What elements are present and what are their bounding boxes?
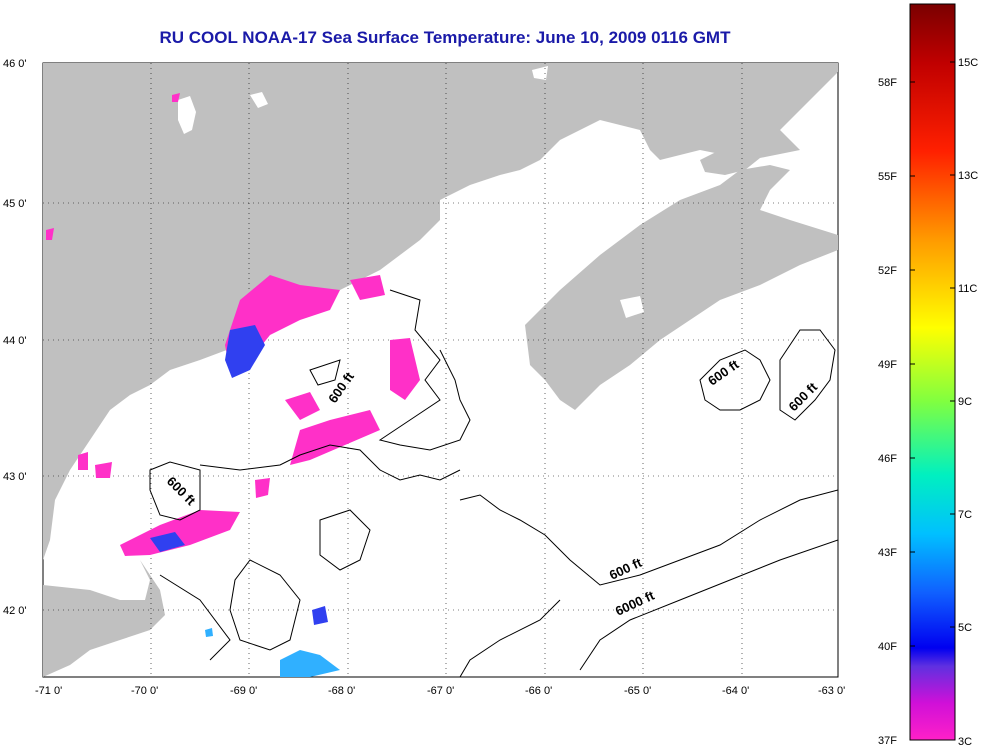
colorbar-f-label: 55F	[878, 171, 897, 183]
colorbar-f-label: 52F	[878, 265, 897, 277]
lon-label: -64 0'	[722, 685, 749, 697]
colorbar-c-label: 9C	[958, 396, 972, 408]
lat-label: 44 0'	[3, 335, 27, 347]
colorbar-f-label: 49F	[878, 359, 897, 371]
lat-label: 42 0'	[3, 605, 27, 617]
colorbar-c-label: 11C	[958, 283, 977, 295]
lake	[250, 92, 268, 108]
land-cape-cod	[43, 560, 165, 677]
lake	[532, 66, 548, 80]
lon-label: -68 0'	[328, 685, 355, 697]
map-content	[43, 63, 838, 677]
colorbar-c-label: 3C	[958, 736, 972, 748]
lon-label: -71 0'	[35, 685, 62, 697]
land-nova-scotia	[525, 165, 838, 410]
lon-label: -65 0'	[624, 685, 651, 697]
lon-label: -63 0'	[818, 685, 845, 697]
land-mainland	[43, 63, 838, 560]
lake	[620, 296, 644, 318]
colorbar-c-label: 13C	[958, 170, 978, 182]
colorbar-f-label: 43F	[878, 547, 897, 559]
colorbar-f-label: 40F	[878, 641, 897, 653]
colorbar-c-label: 15C	[958, 57, 978, 69]
lon-label: -69 0'	[230, 685, 257, 697]
bathymetry-contours	[149, 289, 838, 677]
lon-label: -70 0'	[131, 685, 158, 697]
lat-label: 45 0'	[3, 198, 27, 210]
colorbar-c-label: 7C	[958, 509, 972, 521]
lat-label: 43 0'	[3, 471, 27, 483]
lon-label: -67 0'	[427, 685, 454, 697]
colorbar-ticks	[910, 61, 955, 647]
land-cape-breton	[700, 148, 760, 175]
colorbar-c-label: 5C	[958, 622, 972, 634]
colorbar-f-label: 37F	[878, 735, 897, 747]
colorbar	[909, 3, 956, 741]
lat-label: 46 0'	[3, 58, 27, 70]
colorbar-f-label: 58F	[878, 77, 897, 89]
chart-title: RU COOL NOAA-17 Sea Surface Temperature:…	[159, 28, 731, 47]
lake	[178, 96, 196, 134]
colorbar-f-label: 46F	[878, 453, 897, 465]
lon-label: -66 0'	[525, 685, 552, 697]
